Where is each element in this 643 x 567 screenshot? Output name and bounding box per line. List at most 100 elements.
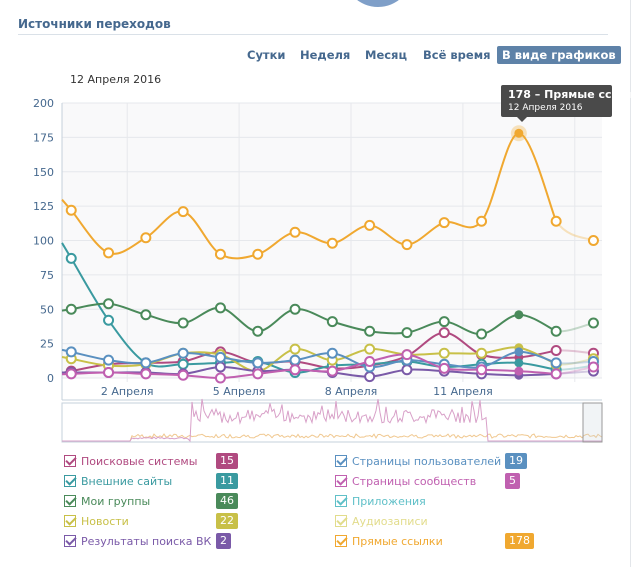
legend-value-badge: 178: [505, 533, 534, 549]
data-point: [252, 248, 264, 260]
checkbox-checked-icon[interactable]: [64, 535, 76, 547]
data-point: [438, 347, 450, 359]
legend-value-badge: 19: [505, 453, 527, 469]
checkbox-checked-icon[interactable]: [335, 535, 347, 547]
data-point: [103, 367, 115, 378]
data-point: [438, 362, 450, 374]
legend-label: Приложения: [352, 494, 426, 508]
data-point: [326, 316, 338, 328]
legend-label: Прямые ссылки: [352, 534, 443, 548]
data-point: [177, 317, 189, 329]
legend-item[interactable]: Приложения: [335, 493, 426, 509]
data-point: [326, 365, 338, 377]
data-point: [177, 347, 189, 359]
x-tick-label: 2 Апреля: [101, 385, 154, 398]
line-chart[interactable]: 0 25 50 75 100 125 150 175 200 2 Апреля 5 Апреля 8 …: [0, 0, 643, 450]
data-point: [364, 371, 376, 383]
legend-label: Новости: [81, 514, 129, 528]
checkbox-checked-icon[interactable]: [335, 515, 347, 527]
y-tick-label: 100: [33, 235, 54, 248]
section-title: Источники переходов: [18, 17, 171, 31]
y-tick-label: 200: [33, 97, 54, 110]
legend-value-badge: 15: [216, 453, 238, 469]
y-tick-label: 25: [40, 338, 54, 351]
tab-graphs[interactable]: В виде графиков: [497, 46, 621, 64]
legend-item[interactable]: Поисковые системы: [64, 453, 197, 469]
data-point: [289, 354, 301, 366]
tooltip-value: 178 – Прямые ссылки: [508, 88, 643, 101]
data-point: [177, 358, 189, 370]
legend-label: Страницы пользователей: [352, 454, 502, 468]
legend-label: Страницы сообществ: [352, 474, 477, 488]
data-point: [438, 316, 450, 328]
legend-value-badge: 46: [216, 493, 238, 509]
divider: [18, 34, 608, 35]
legend-item[interactable]: Результаты поиска ВК: [64, 533, 211, 549]
checkbox-checked-icon[interactable]: [64, 495, 76, 507]
data-point: [177, 369, 189, 381]
data-point: [364, 343, 376, 355]
tooltip-date: 12 Апреля 2016: [508, 103, 583, 113]
data-point: [401, 349, 413, 361]
data-point-active: [514, 358, 524, 368]
legend-item[interactable]: Новости: [64, 513, 129, 529]
data-point: [401, 327, 413, 339]
data-point: [587, 317, 599, 329]
data-point: [550, 368, 562, 380]
data-point: [252, 357, 264, 369]
y-tick-label: 150: [33, 166, 54, 179]
data-point: [65, 346, 77, 358]
navigator-selection[interactable]: [582, 402, 603, 443]
data-point: [177, 206, 189, 218]
data-point-active: [514, 128, 524, 138]
legend-item[interactable]: Аудиозаписи: [335, 513, 428, 529]
selected-date: 12 Апреля 2016: [70, 73, 162, 86]
y-tick-label: 0: [47, 372, 54, 385]
y-tick-label: 125: [33, 200, 54, 213]
tab-week[interactable]: Неделя: [300, 48, 351, 62]
data-point: [103, 314, 115, 326]
tab-day[interactable]: Сутки: [247, 48, 286, 62]
y-tick-label: 75: [40, 269, 54, 282]
legend-label: Аудиозаписи: [352, 514, 428, 528]
checkbox-checked-icon[interactable]: [64, 455, 76, 467]
legend-item[interactable]: Страницы сообществ: [335, 473, 476, 489]
x-tick-label: 8 Апреля: [325, 385, 378, 398]
data-point: [289, 343, 301, 355]
data-point: [214, 302, 226, 314]
data-point: [140, 309, 152, 321]
legend-item[interactable]: Мои группы: [64, 493, 150, 509]
legend-value-badge: 22: [216, 513, 238, 529]
x-tick-label: 5 Апреля: [213, 385, 266, 398]
data-point: [214, 248, 226, 260]
data-point: [476, 364, 488, 376]
checkbox-checked-icon[interactable]: [335, 495, 347, 507]
data-point: [65, 368, 77, 380]
chart-tooltip: 178 – Прямые ссылки 12 Апреля 2016: [501, 85, 643, 122]
data-point: [140, 368, 152, 380]
data-point: [214, 361, 226, 373]
data-point: [103, 247, 115, 259]
tab-all-time[interactable]: Всё время: [423, 48, 491, 62]
legend-item[interactable]: Внешние сайты: [64, 473, 172, 489]
checkbox-checked-icon[interactable]: [64, 515, 76, 527]
data-point: [438, 327, 450, 339]
legend-value-badge: 11: [216, 473, 238, 489]
legend-item[interactable]: Страницы пользователей: [335, 453, 501, 469]
checkbox-checked-icon[interactable]: [64, 475, 76, 487]
data-point: [65, 204, 77, 216]
data-point: [587, 361, 599, 373]
data-point: [550, 345, 562, 356]
legend-item[interactable]: Прямые ссылки: [335, 533, 443, 549]
checkbox-checked-icon[interactable]: [335, 455, 347, 467]
data-point: [140, 232, 152, 244]
data-point: [326, 347, 338, 359]
data-point: [550, 325, 562, 337]
data-point: [438, 217, 450, 229]
data-point: [65, 303, 77, 315]
tab-month[interactable]: Месяц: [365, 48, 407, 62]
data-point: [65, 252, 77, 264]
checkbox-checked-icon[interactable]: [335, 475, 347, 487]
data-point: [289, 226, 301, 238]
avatar-circle: [344, 0, 412, 7]
